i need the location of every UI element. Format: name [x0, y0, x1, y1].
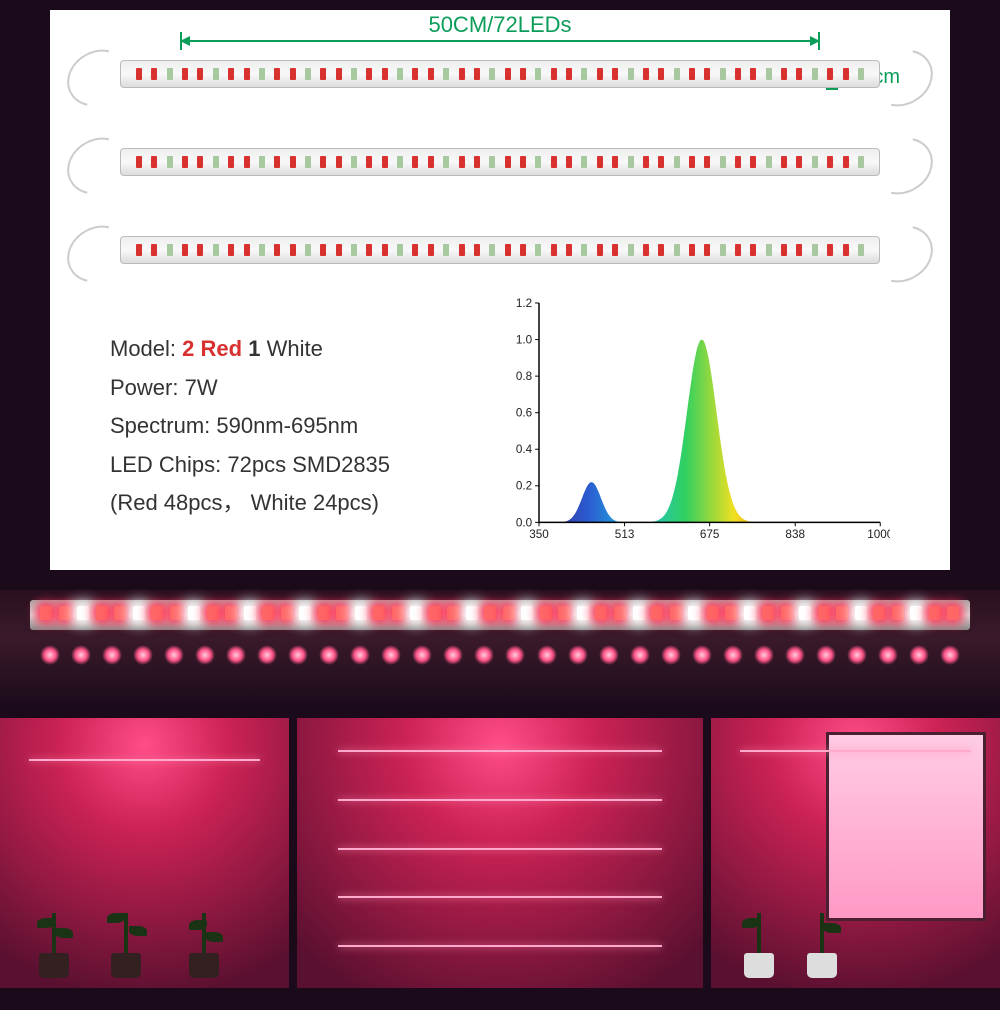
- led-strip: [120, 60, 880, 88]
- spec-panel: 50CM/72LEDs 1.4cm Model: 2 Red 1 White P…: [50, 10, 950, 570]
- svg-text:1.2: 1.2: [516, 297, 532, 310]
- svg-text:1000: 1000: [867, 528, 890, 541]
- svg-text:0.4: 0.4: [516, 443, 533, 456]
- led-strips-diagram: [120, 60, 880, 324]
- svg-text:0.2: 0.2: [516, 480, 532, 493]
- led-strip: [120, 148, 880, 176]
- svg-text:838: 838: [785, 528, 805, 541]
- svg-text:675: 675: [700, 528, 720, 541]
- svg-text:0.8: 0.8: [516, 370, 532, 383]
- led-strip: [120, 236, 880, 264]
- plant-photo-row: [0, 718, 1000, 988]
- svg-text:0.6: 0.6: [516, 407, 532, 420]
- plant-photo: [297, 718, 702, 988]
- svg-text:513: 513: [615, 528, 635, 541]
- svg-text:1.0: 1.0: [516, 333, 533, 346]
- plant-photo: [0, 718, 289, 988]
- length-label: 50CM/72LEDs: [428, 12, 571, 38]
- svg-text:350: 350: [529, 528, 549, 541]
- spec-text: Model: 2 Red 1 White Power: 7W Spectrum:…: [110, 330, 390, 523]
- plant-photo: [711, 718, 1000, 988]
- lit-strip-photo: [0, 590, 1000, 710]
- spectrum-chart: 0.00.20.40.60.81.01.23505136758381000: [500, 290, 890, 550]
